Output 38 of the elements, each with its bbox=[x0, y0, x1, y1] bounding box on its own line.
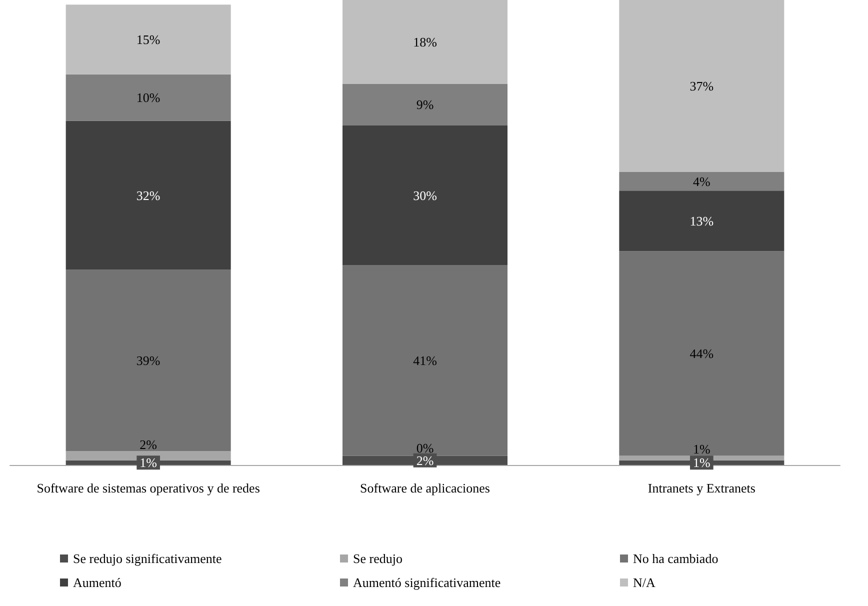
data-label: 39% bbox=[136, 352, 160, 368]
data-label: 4% bbox=[692, 174, 710, 189]
bar bbox=[66, 270, 231, 452]
data-label: 44% bbox=[690, 346, 714, 361]
bar bbox=[342, 84, 508, 126]
data-label: 30% bbox=[413, 188, 438, 203]
data-label: 1% bbox=[140, 455, 158, 470]
legend-label: Aumentó bbox=[73, 575, 122, 590]
bar bbox=[619, 251, 784, 456]
data-label: 37% bbox=[690, 78, 714, 94]
bar bbox=[619, 0, 784, 172]
data-label: 2% bbox=[416, 452, 434, 468]
data-label: 13% bbox=[690, 213, 714, 228]
bar bbox=[619, 190, 784, 252]
bar bbox=[342, 265, 508, 456]
x-tick-label: Software de sistemas operativos y de redes bbox=[36, 480, 260, 496]
data-label: 18% bbox=[413, 34, 438, 50]
legend-label: Se redujo significativamente bbox=[73, 551, 222, 566]
legend-label: N/A bbox=[633, 575, 656, 590]
bar bbox=[66, 120, 231, 270]
legend-label: Aumentó significativamente bbox=[353, 575, 501, 590]
data-label: 41% bbox=[413, 352, 438, 368]
bar bbox=[342, 126, 508, 266]
legend-label: Se redujo bbox=[353, 551, 402, 566]
data-label: 32% bbox=[136, 188, 160, 203]
data-label: 10% bbox=[136, 90, 160, 106]
data-label: 2% bbox=[140, 437, 158, 452]
bar bbox=[66, 74, 231, 121]
bar bbox=[342, 0, 508, 84]
x-tick-label: Software de aplicaciones bbox=[360, 480, 490, 496]
data-label: 1% bbox=[692, 442, 710, 457]
data-label: 15% bbox=[136, 32, 160, 48]
bar bbox=[66, 4, 231, 74]
bar bbox=[619, 172, 784, 191]
legend-label: No ha cambiado bbox=[633, 551, 718, 566]
x-tick-label: Intranets y Extranets bbox=[648, 480, 756, 496]
data-label: 1% bbox=[692, 455, 710, 470]
data-label: 9% bbox=[416, 97, 434, 112]
